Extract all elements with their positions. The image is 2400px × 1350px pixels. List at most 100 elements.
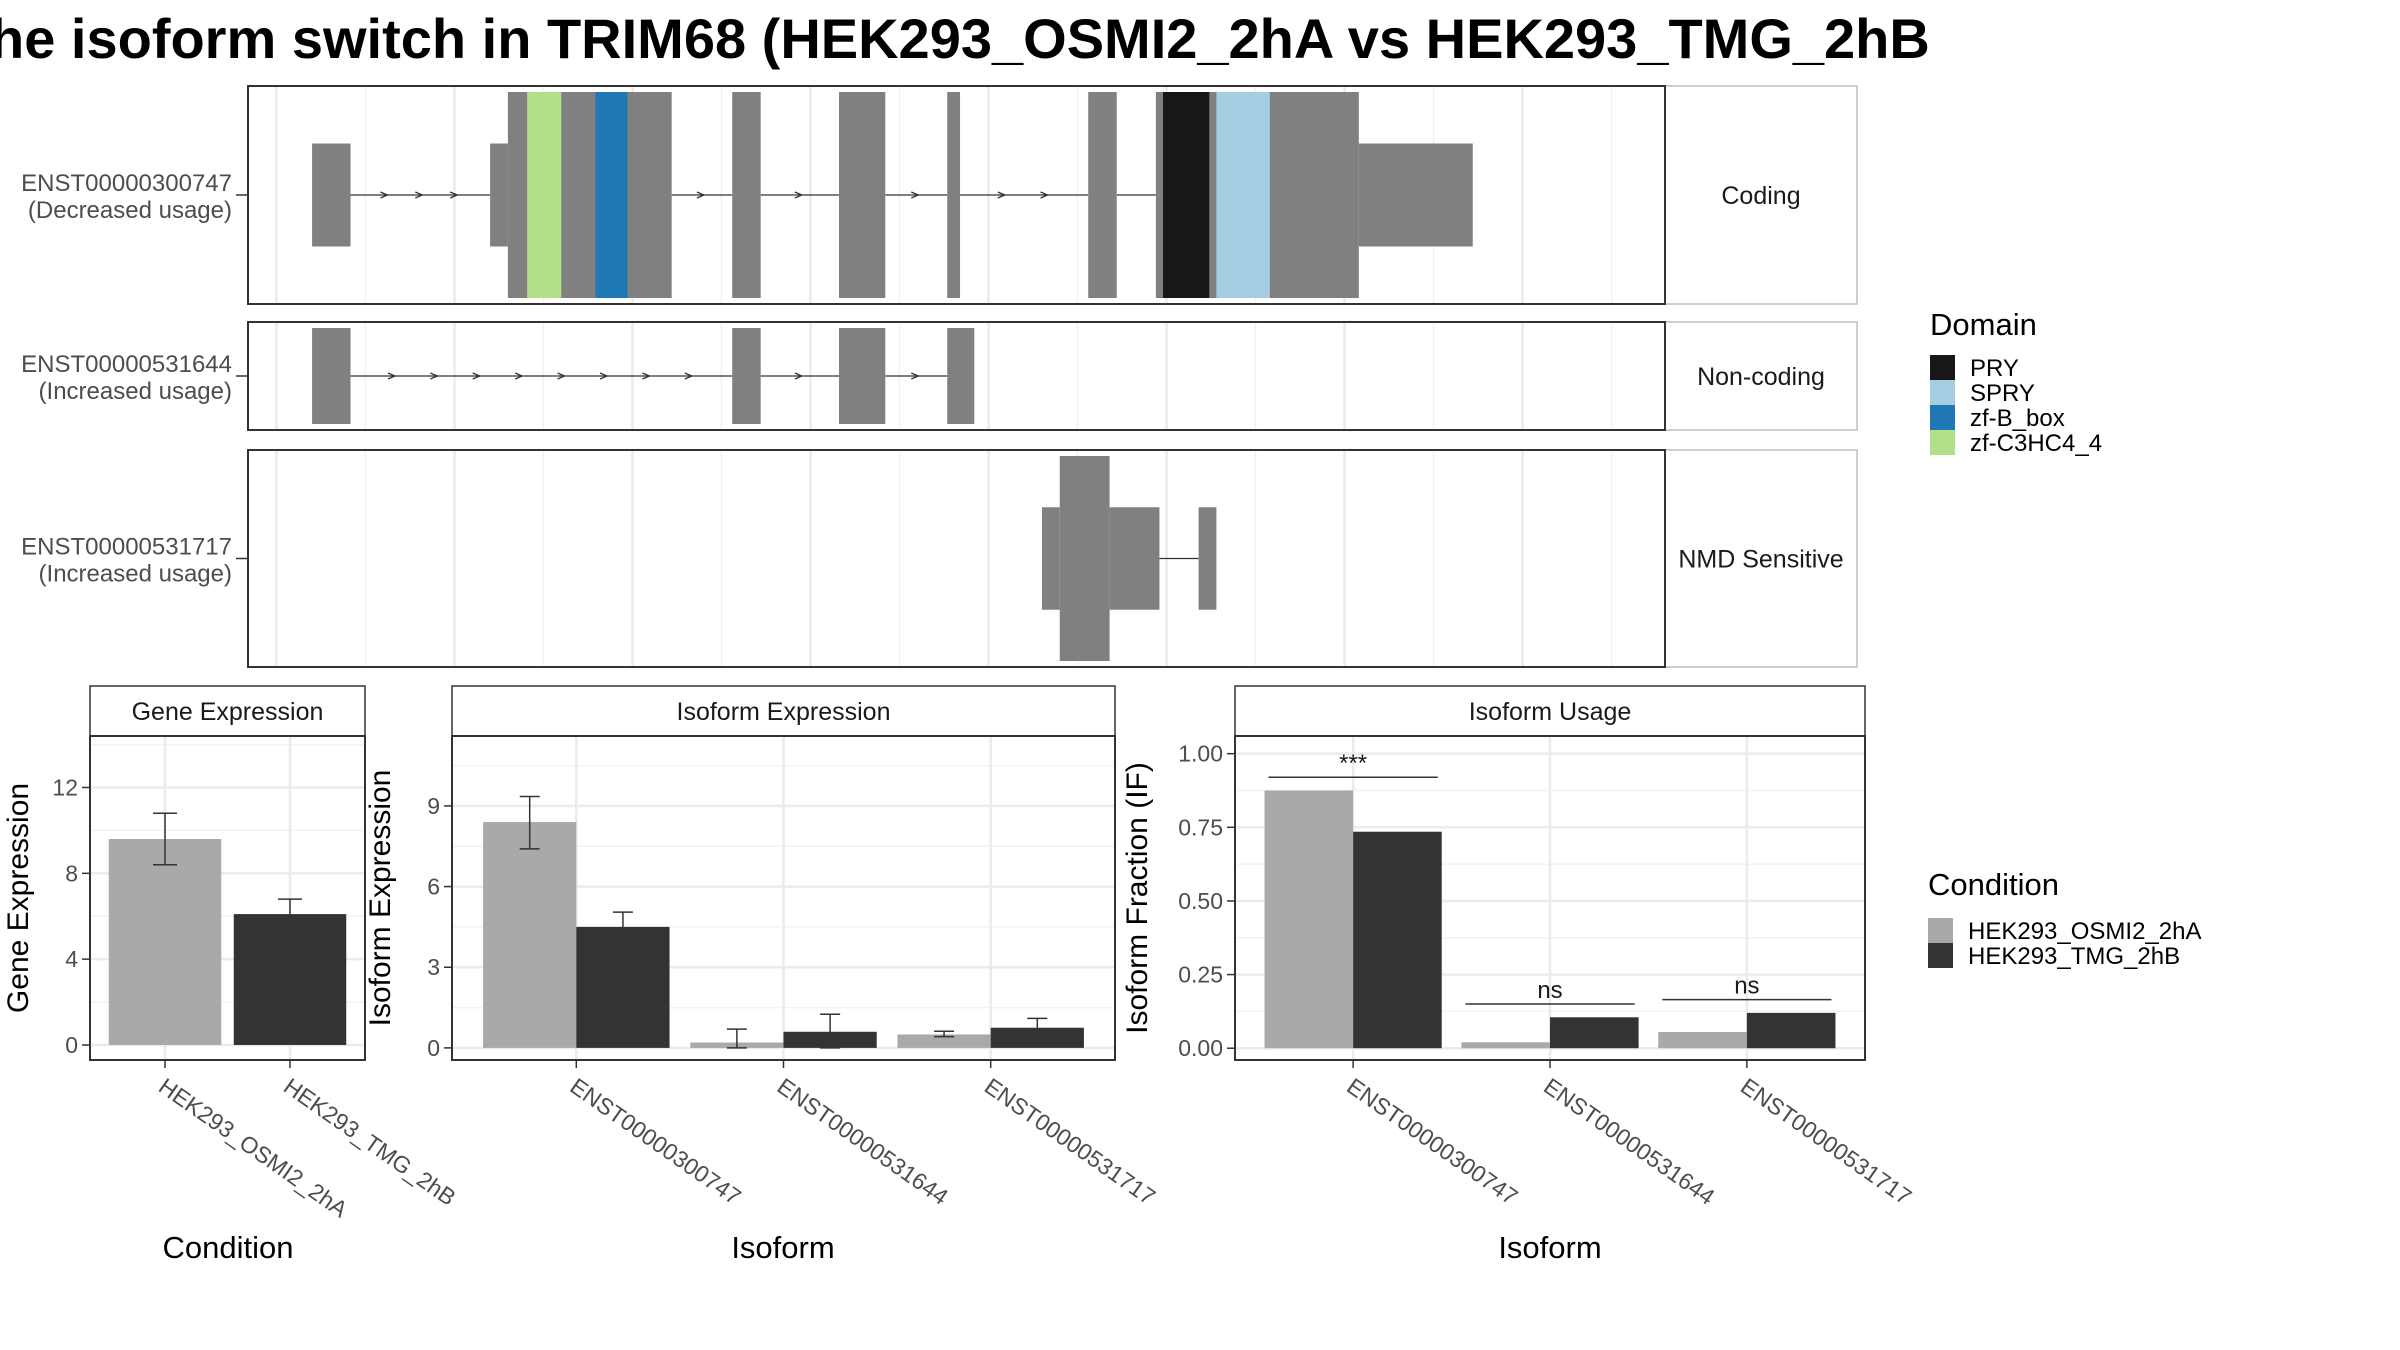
protein-domain xyxy=(595,92,628,298)
utr-exon xyxy=(1109,507,1160,610)
y-tick-label: 4 xyxy=(65,946,78,972)
y-tick-label: 0 xyxy=(427,1035,440,1061)
legend-swatch xyxy=(1930,405,1955,430)
coding-exon xyxy=(947,92,961,298)
plot-border xyxy=(1234,735,1866,1061)
intron-arrow xyxy=(514,372,524,380)
intron-arrow xyxy=(472,372,482,380)
track-border xyxy=(247,449,1666,668)
legend-swatch xyxy=(1930,355,1955,380)
legend-swatch xyxy=(1928,918,1953,943)
condition-legend-label: HEK293_TMG_2hB xyxy=(1968,943,2180,970)
utr-exon xyxy=(312,143,351,247)
intron-arrow xyxy=(387,372,397,380)
x-tick-label: ENST00000531644 xyxy=(773,1073,954,1210)
intron-arrow xyxy=(684,372,694,380)
intron-arrow xyxy=(696,191,706,199)
plot-border xyxy=(89,735,366,1061)
coding-exon xyxy=(732,92,761,298)
intron-arrow xyxy=(997,191,1007,199)
intron-arrow xyxy=(599,372,609,380)
intron-arrow xyxy=(642,372,652,380)
utr-exon xyxy=(1198,507,1217,610)
x-tick-label: ENST00000300747 xyxy=(1342,1073,1522,1210)
bar xyxy=(1746,1012,1836,1049)
y-tick-label: 0.00 xyxy=(1178,1035,1223,1061)
legend-swatch xyxy=(1930,430,1955,455)
intron-arrow xyxy=(557,372,567,380)
intron-arrow xyxy=(449,191,459,199)
bar xyxy=(483,822,577,1048)
legend-swatch xyxy=(1930,380,1955,405)
x-tick-label: ENST00000531717 xyxy=(980,1073,1160,1210)
bar xyxy=(108,838,222,1045)
panel-strip xyxy=(89,685,366,737)
transcript-track: NMD Sensitive ENST00000531717(Increased u… xyxy=(21,449,1858,668)
y-tick-label: 9 xyxy=(427,793,440,819)
condition-legend-label: HEK293_OSMI2_2hA xyxy=(1968,918,2201,945)
bar xyxy=(1461,1042,1550,1049)
intron-arrow xyxy=(794,191,804,199)
y-tick-label: 0.75 xyxy=(1178,814,1223,840)
intron-arrow xyxy=(1040,191,1050,199)
protein-domain xyxy=(1162,92,1210,298)
category-strip xyxy=(1664,321,1858,431)
x-tick-label: ENST00000300747 xyxy=(565,1073,745,1210)
coding-exon xyxy=(732,328,761,424)
condition-legend-title: Condition xyxy=(1928,867,2059,902)
domain-legend-label: zf-B_box xyxy=(1970,405,2065,432)
figure-title: he isoform switch in TRIM68 (HEK293_OSMI… xyxy=(0,7,1930,70)
protein-domain xyxy=(1216,92,1270,298)
coding-exon xyxy=(312,328,351,424)
bar-panel: 0 3 6 9 ENST00000300747 ENST00000531644 ENST00… xyxy=(364,685,1160,1265)
coding-exon xyxy=(947,328,975,424)
plot-border xyxy=(451,735,1116,1061)
x-tick-label: ENST00000531644 xyxy=(1539,1073,1720,1210)
intron-arrow xyxy=(430,372,440,380)
panel-strip xyxy=(451,685,1116,737)
bar xyxy=(1353,831,1442,1049)
track-background xyxy=(248,450,1665,667)
y-tick-label: 3 xyxy=(427,954,440,980)
bar xyxy=(897,1034,991,1048)
intron-arrow xyxy=(380,191,390,199)
transcript-usage: (Decreased usage) xyxy=(28,197,232,224)
transcript-id: ENST00000531644 xyxy=(21,351,232,378)
y-tick-label: 6 xyxy=(427,874,440,900)
panel-title: Gene Expression xyxy=(132,698,324,726)
bar xyxy=(1264,790,1354,1049)
x-axis-title: Isoform xyxy=(731,1230,834,1265)
transcript-track: Coding ENST00000300747(Decreased usage) xyxy=(21,85,1858,305)
significance-label: *** xyxy=(1339,750,1367,777)
x-axis-title: Condition xyxy=(163,1230,294,1265)
bar xyxy=(233,914,347,1045)
y-axis-title: Isoform Expression xyxy=(364,770,397,1027)
bar xyxy=(576,926,670,1048)
coding-exon xyxy=(839,328,886,424)
domain-legend-label: zf-C3HC4_4 xyxy=(1970,430,2102,457)
transcript-structure-panel: Coding ENST00000300747(Decreased usage) No… xyxy=(21,85,1858,668)
y-axis-title: Isoform Fraction (IF) xyxy=(1121,762,1154,1034)
intron-arrow xyxy=(911,191,920,199)
bar-panel: 0.00 0.25 0.50 0.75 1.00 *** ns ns ENST000003007… xyxy=(1121,685,1916,1265)
transcript-id: ENST00000531717 xyxy=(21,534,232,561)
panel-title: Isoform Expression xyxy=(677,698,891,726)
domain-legend-label: SPRY xyxy=(1970,380,2035,407)
significance-label: ns xyxy=(1537,977,1562,1004)
domain-legend-title: Domain xyxy=(1930,307,2037,342)
domain-legend-label: PRY xyxy=(1970,355,2019,382)
category-strip xyxy=(1664,449,1858,668)
track-border xyxy=(247,321,1666,431)
coding-exon xyxy=(839,92,886,298)
legend-swatch xyxy=(1928,943,1953,968)
transcript-track: Non-coding ENST00000531644(Increased usag… xyxy=(21,321,1858,431)
bar xyxy=(1550,1017,1639,1049)
bar xyxy=(1658,1032,1747,1049)
track-border xyxy=(247,85,1666,305)
y-tick-label: 0 xyxy=(65,1032,78,1058)
utr-exon xyxy=(490,143,508,247)
intron-arrow xyxy=(794,372,804,380)
bar-panels: 04812HEK293_OSMI2_2hAHEK293_TMG_2hBGene … xyxy=(2,685,1916,1265)
